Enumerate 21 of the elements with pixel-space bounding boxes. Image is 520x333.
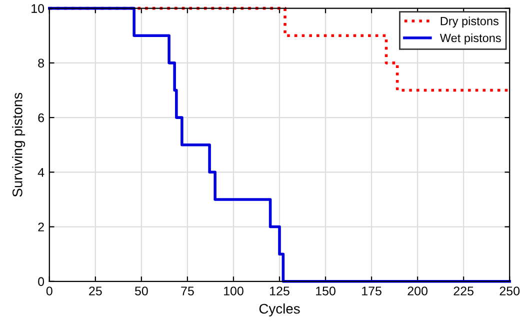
x-tick-label: 225: [454, 286, 474, 296]
legend-label: Wet pistons: [440, 33, 501, 44]
y-axis-title: Surviving pistons: [12, 92, 26, 197]
x-tick-label: 50: [134, 286, 148, 296]
x-tick-label: 25: [89, 286, 102, 296]
x-tick-label: 150: [316, 286, 336, 296]
x-tick-label: 100: [224, 286, 244, 296]
x-axis-title: Cycles: [259, 303, 300, 316]
x-tick-label: 125: [270, 286, 290, 296]
y-tick-label: 6: [38, 113, 44, 122]
x-tick-label: 75: [181, 286, 194, 296]
legend-label: Dry pistons: [440, 16, 498, 28]
y-tick-label: 8: [38, 58, 44, 68]
y-tick-label: 10: [32, 4, 44, 13]
x-tick-label: 0: [46, 286, 52, 296]
x-tick-label: 200: [408, 286, 428, 296]
y-tick-label: 0: [38, 277, 44, 286]
y-tick-label: 2: [38, 222, 44, 232]
x-tick-label: 175: [362, 286, 382, 296]
x-tick-label: 250: [500, 286, 520, 296]
y-tick-label: 4: [38, 168, 44, 177]
